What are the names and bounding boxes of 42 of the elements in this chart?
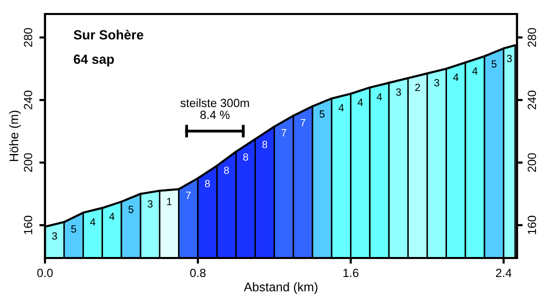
annotation: 7 — [186, 192, 191, 199]
y2-tick-label: 200 — [528, 153, 536, 172]
y-tick-label: 240 — [24, 90, 32, 110]
x-tick-label: 0.8 — [190, 268, 206, 278]
x-tick-label: 1.6 — [343, 268, 358, 278]
annotation: 5 — [71, 225, 76, 233]
annotation: 4 — [109, 212, 114, 220]
annotation: 3 — [506, 54, 512, 62]
annotation: 8 — [262, 140, 268, 148]
text: 64 sap — [74, 54, 114, 67]
annotation: 5 — [128, 206, 134, 214]
annotation: 4 — [376, 93, 382, 100]
y2-tick-label: 160 — [528, 216, 536, 234]
annotation: 7 — [282, 129, 286, 136]
text: Sur Sohère — [74, 30, 144, 40]
y-tick-label: 280 — [24, 28, 32, 47]
annotation: 4 — [358, 98, 363, 106]
annotation: 4 — [453, 74, 458, 81]
annotation: 2 — [415, 84, 420, 91]
annotation: 3 — [148, 200, 153, 208]
y-axis-title: Höhe (m) — [9, 110, 21, 162]
annotation: 4 — [338, 104, 344, 112]
annotation: 4 — [472, 67, 478, 75]
x-tick-label: 2.4 — [496, 268, 512, 277]
annotation: 8 — [224, 166, 229, 174]
annotation: 5 — [320, 110, 325, 118]
y2-tick-label: 280 — [528, 28, 536, 47]
x-axis-title: Abstand (km) — [244, 282, 318, 294]
annotation: 8 — [243, 153, 248, 161]
annotation: 3 — [52, 232, 57, 240]
annotation: 1 — [167, 198, 172, 206]
y-tick-label: 160 — [24, 216, 32, 234]
x-tick-label: 0.0 — [37, 268, 53, 278]
y2-tick-label: 240 — [528, 90, 536, 110]
y-tick-label: 200 — [24, 153, 32, 172]
annotation: steilste 300m 8.4 % — [180, 98, 249, 120]
annotation: 3 — [434, 79, 440, 86]
annotation: 4 — [90, 218, 96, 226]
annotation: 7 — [300, 119, 306, 126]
annotation: 8 — [204, 180, 210, 188]
annotation: 3 — [396, 88, 401, 96]
annotation: 5 — [492, 60, 497, 68]
